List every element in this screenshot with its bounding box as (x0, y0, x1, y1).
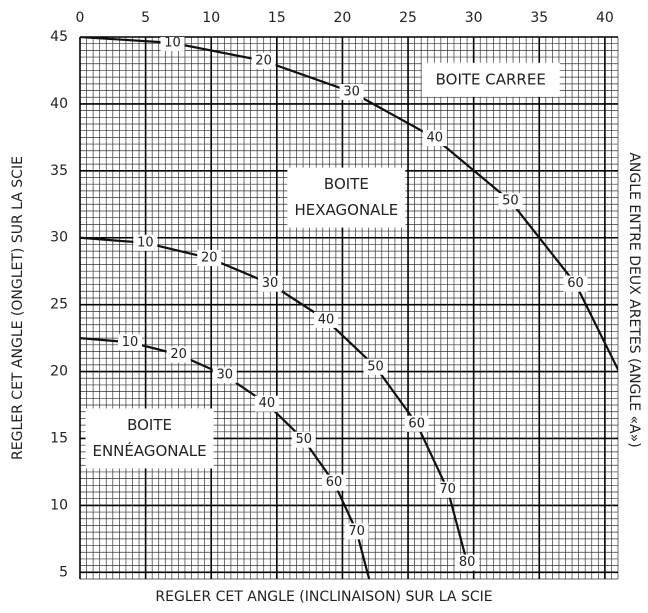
point-label: 80 (459, 555, 476, 570)
annotation-box (287, 167, 406, 228)
point-label-bg (363, 358, 388, 375)
point-label: 50 (502, 194, 519, 209)
point-label-bg (404, 415, 429, 432)
point-label-bg (258, 275, 283, 292)
point-label-bg (160, 37, 185, 51)
y-tick-label: 40 (50, 96, 68, 112)
curve (80, 37, 618, 373)
point-label-bg (166, 346, 191, 363)
point-label: 60 (326, 475, 343, 490)
y-tick-label: 45 (50, 29, 68, 45)
x-tick-label: 0 (76, 10, 85, 26)
point-label: 20 (255, 53, 272, 68)
point-label-bg (197, 250, 222, 267)
point-label: 20 (201, 251, 218, 266)
x-tick-label: 35 (530, 10, 548, 26)
annotation-text: HEXAGONALE (294, 201, 398, 219)
point-label-bg (291, 431, 316, 448)
y-tick-label: 20 (50, 364, 68, 380)
labels: 0 5 10 15 20 25 30 35 40 5 10 15 20 25 30 35 40 45 BOITE C… (50, 10, 614, 580)
point-label: 50 (295, 432, 312, 447)
point-label: 30 (216, 368, 233, 383)
annotation-text: BOITE (324, 175, 369, 193)
point-label-bg (344, 523, 369, 540)
point-label-bg (251, 52, 276, 69)
y2-axis-title: ANGLE ENTRE DEUX ARETES (ANGLE «A») (626, 152, 642, 447)
point-label: 60 (408, 416, 425, 431)
point-label-bg (314, 311, 339, 328)
x-tick-label: 15 (268, 10, 286, 26)
point-label-bg (117, 334, 142, 351)
y-tick-label: 30 (50, 230, 68, 246)
x-tick-label: 30 (465, 10, 483, 26)
point-label: 40 (427, 131, 444, 146)
y-axis-title: REGLER CET ANGLE (ONGLET) SUR LA SCIE (10, 156, 26, 460)
y-tick-label: 5 (59, 564, 68, 580)
point-label: 20 (170, 347, 187, 362)
annotation-box (85, 408, 214, 469)
x-tick-label: 5 (141, 10, 150, 26)
point-label-bg (498, 193, 523, 210)
point-label: 40 (259, 396, 276, 411)
y-tick-label: 15 (50, 430, 68, 446)
x-tick-label: 20 (334, 10, 352, 26)
x-tick-label: 25 (399, 10, 417, 26)
y-tick-label: 25 (50, 297, 68, 313)
point-label: 60 (567, 276, 584, 291)
annotation-text: ENNÉAGONALE (92, 441, 206, 460)
plot: 10 20 30 40 50 60 10 20 30 40 50 60 70 80 10 20 30 40 50 60… (80, 35, 618, 579)
annotation-box (421, 62, 560, 97)
point-label-bg (422, 130, 447, 147)
point-label: 10 (164, 35, 181, 50)
point-label-bg (435, 481, 460, 498)
point-label-bg (133, 234, 158, 251)
point-label-bg (563, 275, 588, 292)
point-label-bg (254, 395, 279, 412)
point-label: 30 (262, 276, 279, 291)
y-tick-label: 10 (50, 497, 68, 513)
point-label: 40 (318, 312, 335, 327)
point-label: 50 (367, 359, 384, 374)
point-label-bg (339, 84, 364, 101)
annotation-text: BOITE CARREE (436, 70, 546, 88)
point-label: 30 (343, 85, 360, 100)
point-label-bg (455, 554, 480, 571)
x-tick-label: 10 (202, 10, 220, 26)
x-axis-title: REGLER CET ANGLE (INCLINAISON) SUR LA SC… (155, 589, 492, 605)
point-label-bg (322, 474, 347, 491)
annotation-text: BOITE (127, 416, 172, 434)
x-tick-label: 40 (596, 10, 614, 26)
point-label: 70 (439, 482, 456, 497)
point-label: 10 (122, 335, 139, 350)
point-label: 70 (348, 524, 365, 539)
y-tick-label: 35 (50, 163, 68, 179)
point-label: 10 (137, 235, 154, 250)
point-label-bg (212, 367, 237, 384)
